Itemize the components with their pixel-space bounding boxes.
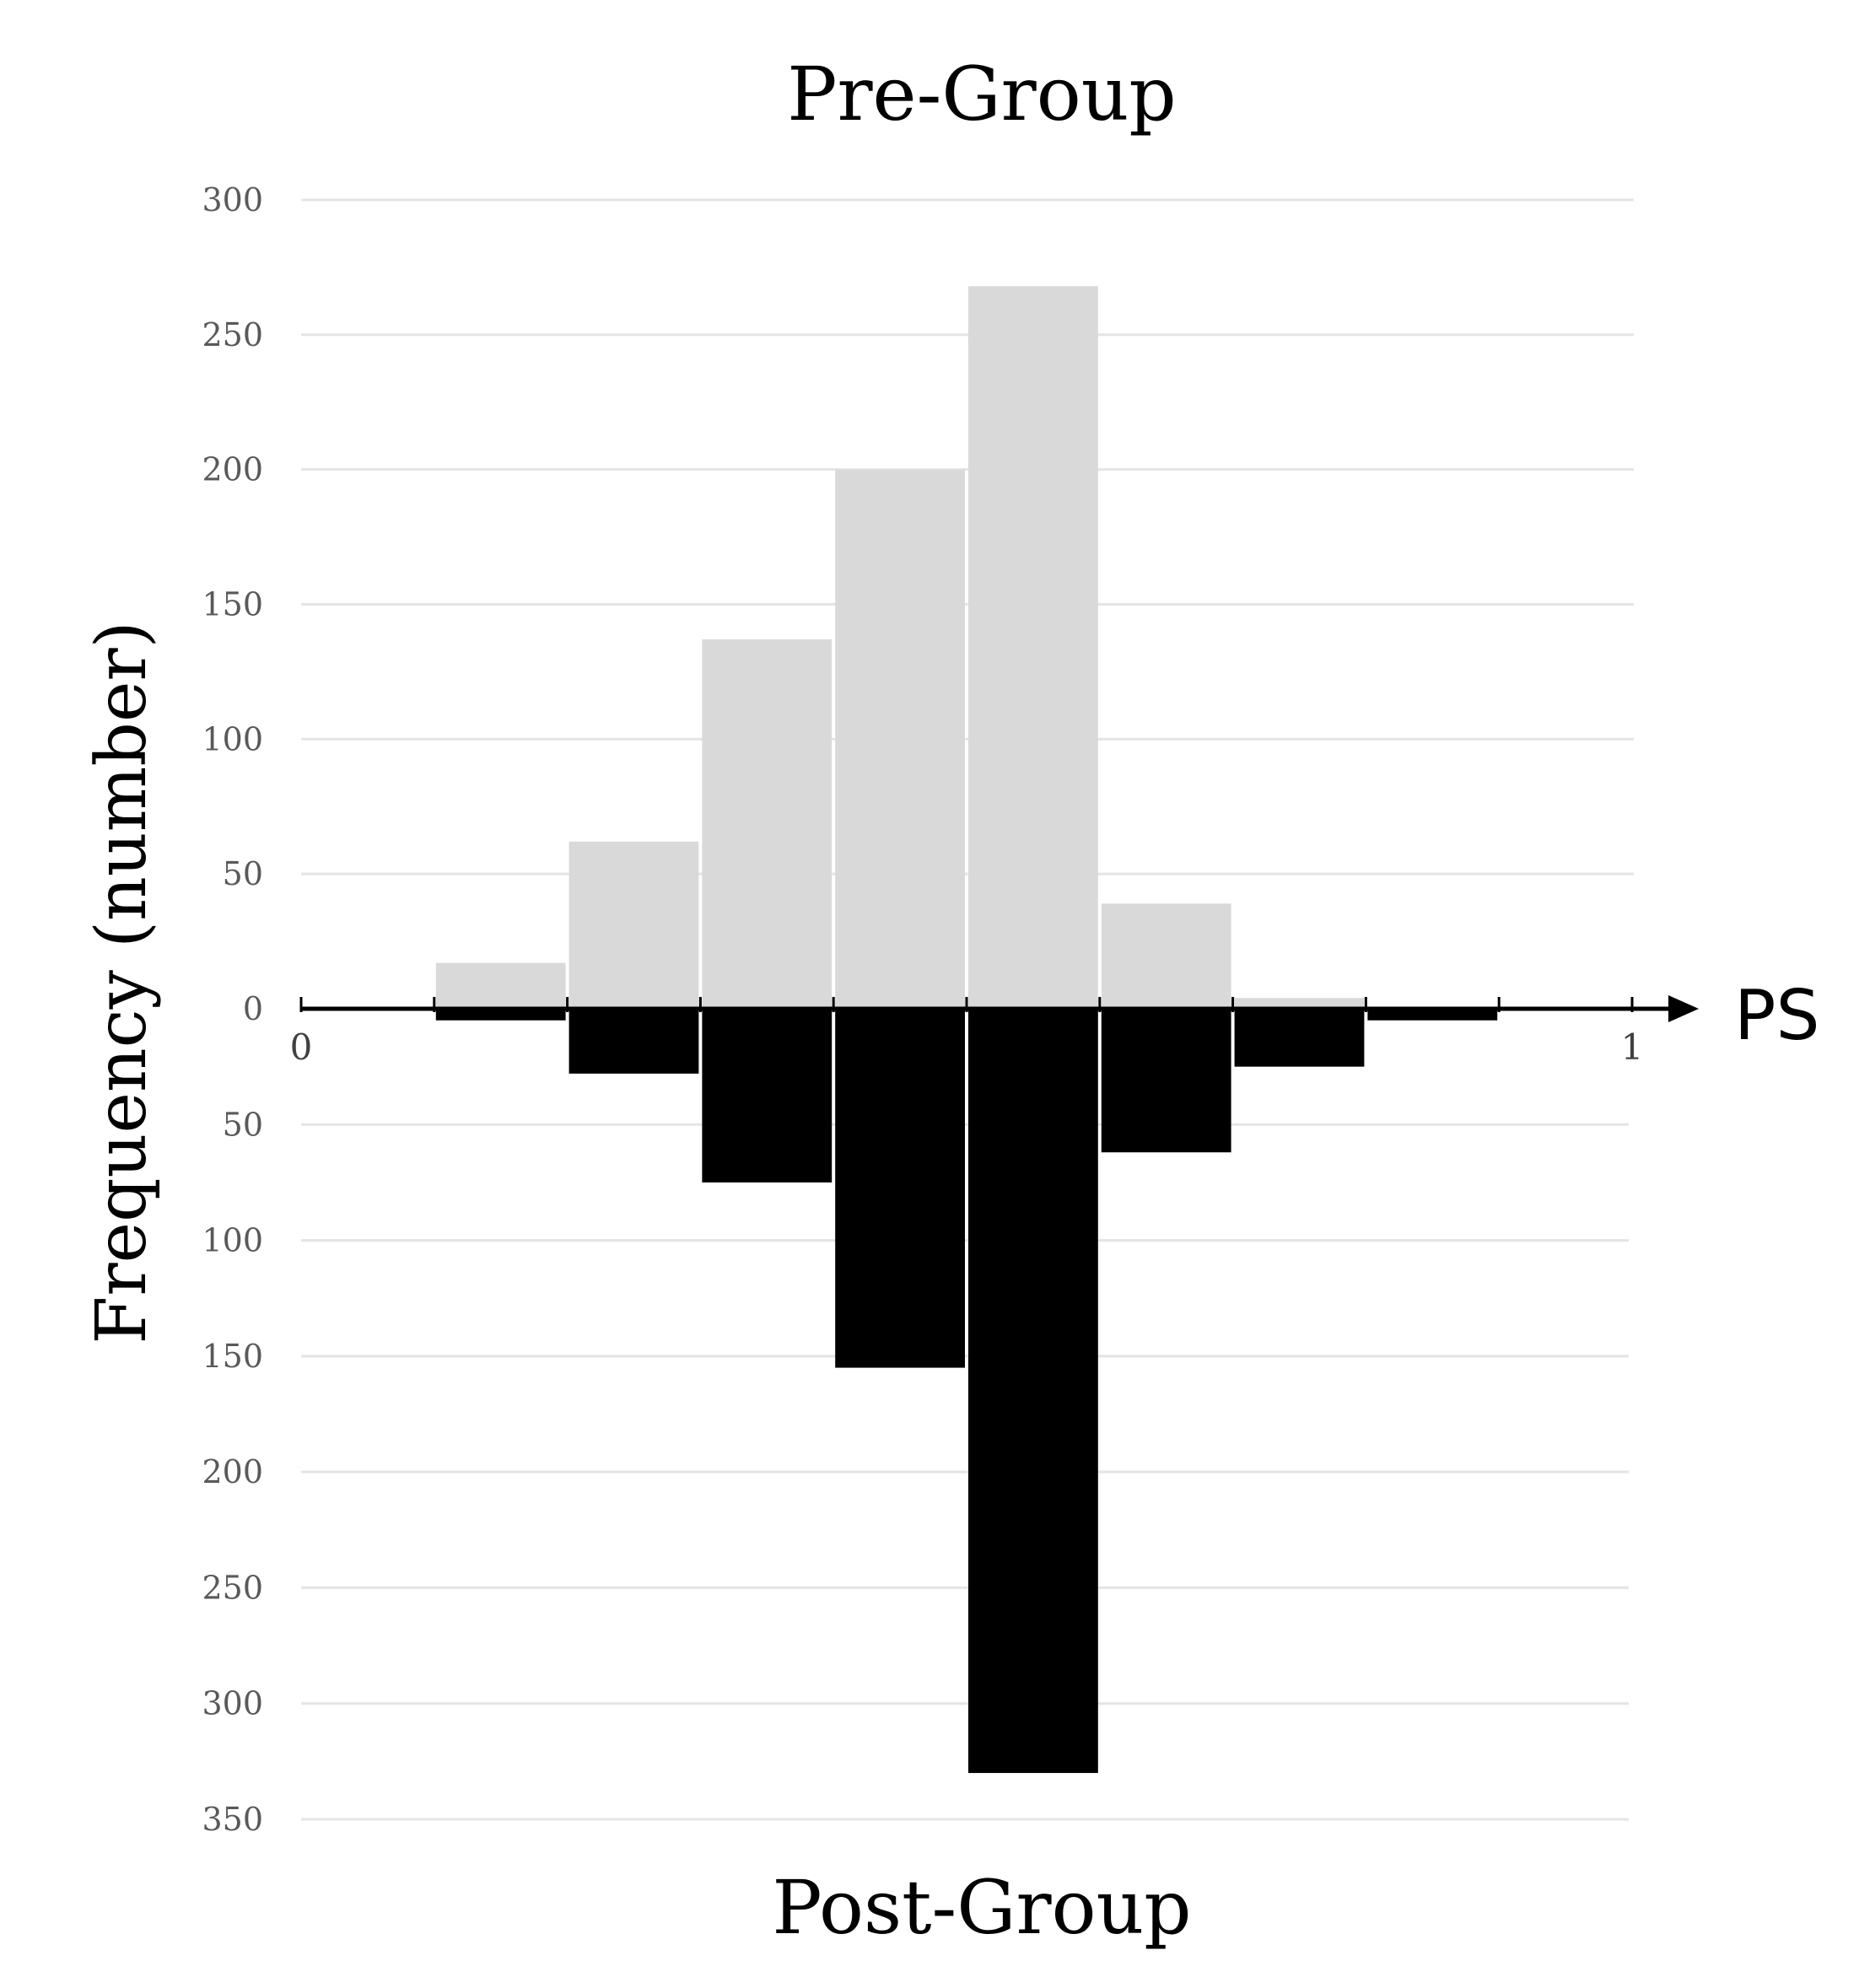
y-tick-label-lower: 350 [202,1801,263,1838]
y-tick-label-upper: 0 [243,990,263,1027]
bar-pre-group [1234,998,1365,1009]
x-tick-label: 0 [290,1026,313,1068]
y-tick-label-lower: 200 [202,1453,263,1490]
y-tick-label-lower: 100 [202,1222,263,1259]
bar-post-group [835,1009,965,1368]
bar-post-group [968,1009,1098,1774]
bar-pre-group [835,469,965,1009]
x-axis-label: PS [1734,976,1820,1056]
bar-post-group [1101,1009,1231,1153]
bars [435,286,1498,1774]
y-tick-label-lower: 250 [202,1569,263,1606]
chart-title-bottom: Post-Group [772,1864,1191,1951]
y-tick-label-lower: 50 [223,1106,263,1143]
x-axis-arrowhead [1668,995,1699,1022]
x-tick-label: 1 [1621,1026,1644,1068]
gridlines [301,198,1634,1821]
y-axis-label: Frequency (number) [82,621,162,1344]
tick-labels: 0 50 100 150 200 250 300 50 100 150 200 250 300 350 0 1 [202,181,1643,1838]
bar-pre-group [435,962,566,1009]
bar-post-group [702,1009,833,1183]
chart-title-top: Pre-Group [787,51,1176,137]
bar-pre-group [968,286,1098,1009]
y-tick-label-upper: 300 [202,181,263,218]
bar-post-group [568,1009,699,1074]
bar-pre-group [568,841,699,1009]
y-tick-label-upper: 150 [202,586,263,623]
bar-post-group [1234,1009,1365,1067]
y-tick-label-lower: 300 [202,1685,263,1722]
bar-pre-group [1101,903,1231,1009]
bar-pre-group [702,639,833,1009]
y-tick-label-upper: 200 [202,451,263,488]
y-tick-label-upper: 250 [202,316,263,353]
bar-post-group [435,1009,566,1021]
bar-post-group [1367,1009,1498,1021]
y-tick-label-lower: 150 [202,1338,263,1375]
axes [301,995,1699,1022]
y-tick-label-upper: 100 [202,720,263,757]
y-tick-label-upper: 50 [223,855,263,892]
